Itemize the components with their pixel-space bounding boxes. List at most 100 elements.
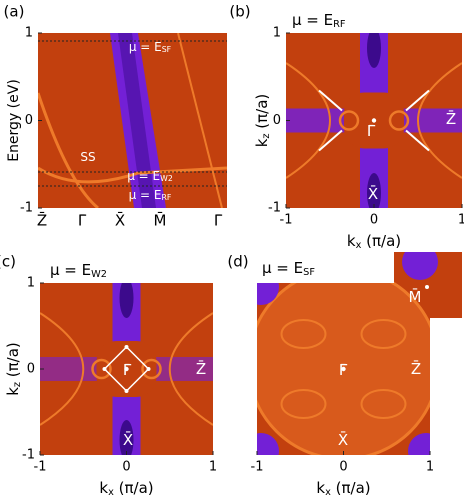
annotation-sub: SF [162,45,172,54]
arrow [405,89,430,112]
y-axis-label-rest: (π/a) [4,342,22,382]
annotation-text: M̄ [409,287,422,306]
heatmap [38,33,227,208]
dot [124,389,129,393]
y-tick-label: 0 [27,362,35,377]
x-axis-label-text: k [316,479,325,497]
y-axis-label-sub: z [12,382,23,387]
y-axis-label-rest: (π/a) [253,94,271,134]
disc [257,269,439,455]
panel-title: μ = EW2 [50,261,107,280]
panel-title-text: μ = E [292,11,333,29]
annotation-text: Z̄ [196,359,206,378]
ring [338,110,360,131]
arrow [318,89,343,112]
heatmap [286,33,462,208]
annotation-text: Γ̄ [123,361,132,379]
ring [91,358,112,380]
dot [425,285,429,289]
y-tick-label: -1 [22,448,35,463]
x-tick-label: 1 [458,213,464,228]
core [119,420,134,455]
x-tick-label: Γ̄ [214,212,223,230]
x-tick-label: -1 [34,460,47,475]
x-tick-label: Γ̄ [78,212,87,230]
panel-title: μ = ESF [262,259,315,278]
x-tick-label: 1 [426,460,434,475]
annotation: M̄ [409,287,422,306]
y-tick-label: -1 [268,201,281,216]
panel-title: μ = ERF [292,11,346,30]
panel-title-sub: RF [333,19,346,30]
annotation: Z̄ [411,359,421,378]
dot [341,366,346,372]
annotation-text: Z̄ [411,359,421,378]
band [38,92,99,208]
x-axis-label-sub: x [108,487,114,498]
annotation: Γ̄ [367,122,376,140]
annotation: X̄ [123,430,133,449]
y-axis-label: Energy (eV) [6,79,22,162]
panel-title-sub: W2 [91,269,107,280]
y-axis-label-text: k [4,387,22,396]
annotation-text: μ = E [129,188,162,202]
x-axis-label-sub: x [356,240,362,251]
annotation-text: μ = E [127,169,160,183]
dot [371,118,377,123]
arc [168,312,213,426]
core [367,33,381,68]
ring [141,358,162,380]
annotation: Γ̄ [123,361,132,379]
annotation-text: μ = E [129,40,162,54]
panel-label: (b) [229,3,250,21]
annotation: Z̄ [446,109,456,128]
ring [388,110,410,131]
y-tick-label: 0 [273,113,281,128]
heatmap [257,252,462,455]
panel-label: (c) [0,253,16,271]
core [119,283,134,318]
panel-title-text: μ = E [262,259,303,277]
arrow [318,129,343,152]
x-axis-label: kx (π/a) [99,479,153,498]
dot [124,366,129,372]
x-axis-label: kx (π/a) [316,479,370,498]
band [118,33,156,208]
x-axis-label-sub: x [325,487,331,498]
annotation-text: Γ̄ [339,361,348,379]
y-tick-label: 1 [25,26,33,41]
annotation-sub: W2 [160,174,173,183]
band [38,166,227,184]
arc [417,62,462,179]
y-tick-label: 1 [27,276,35,291]
y-axis-label-sub: z [261,133,272,138]
annotation: Z̄ [196,359,206,378]
y-tick-label: 1 [273,26,281,41]
heatmap [40,283,213,455]
loop [360,389,407,419]
x-tick-label: X̄ [115,211,125,230]
x-tick-label: 0 [339,460,347,475]
pocket [402,252,438,280]
x-tick-label: -1 [280,213,293,228]
x-axis-label-rest: (π/a) [114,479,154,497]
dot [146,367,151,371]
arrow [405,129,430,152]
x-axis-label: kx (π/a) [347,232,401,251]
annotation-text: X̄ [368,184,378,203]
x-axis-label-text: k [99,479,108,497]
x-tick-label: 1 [209,460,217,475]
annotation: X̄ [338,430,348,449]
annotation-text: Z̄ [446,109,456,128]
x-tick-label: Z̄ [37,211,47,230]
annotation: Γ̄ [339,361,348,379]
annotation: μ = ESF [129,40,172,55]
annotation-text: X̄ [123,430,133,449]
x-tick-label: 0 [122,460,130,475]
y-axis-label-text: k [253,138,271,147]
band [177,33,223,208]
panel-label: (a) [4,3,25,21]
pocket [257,433,279,455]
x-axis-label-rest: (π/a) [331,479,371,497]
y-axis-label: kz (π/a) [4,342,23,396]
